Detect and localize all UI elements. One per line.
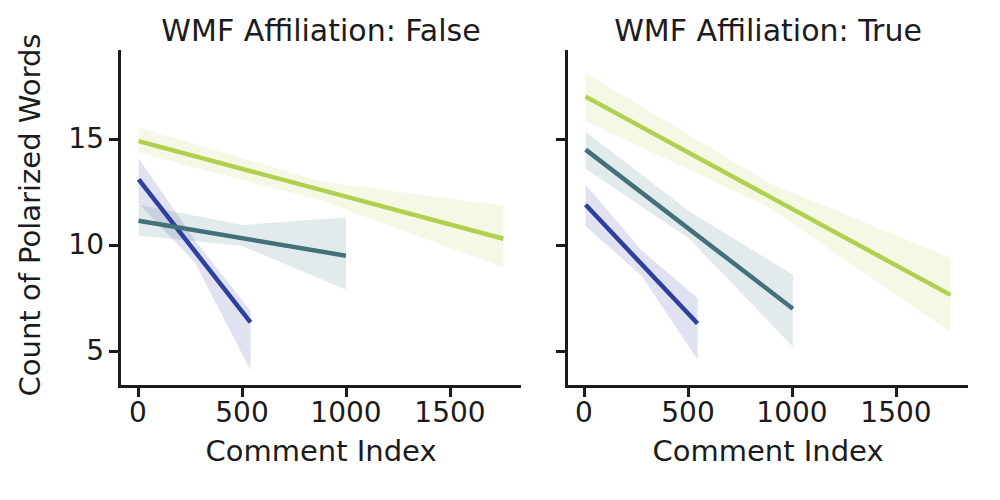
x-tick-label: 0	[524, 399, 644, 427]
x-tick-label: 1000	[286, 399, 406, 427]
x-tick-label: 1500	[836, 399, 956, 427]
y-tick-mark	[109, 138, 118, 141]
y-tick-mark	[556, 350, 565, 353]
y-tick-mark	[556, 244, 565, 247]
y-tick-mark	[109, 350, 118, 353]
y-tick-mark	[109, 244, 118, 247]
axes-true	[565, 50, 968, 388]
axes-false	[118, 50, 521, 388]
y-tick-label: 10	[24, 231, 104, 259]
y-tick-mark	[556, 138, 565, 141]
subplot-title-false: WMF Affiliation: False	[161, 13, 480, 48]
x-tick-label: 1500	[390, 399, 510, 427]
y-tick-label: 5	[24, 337, 104, 365]
x-axis-label-false: Comment Index	[205, 434, 436, 468]
subplot-title-true: WMF Affiliation: True	[614, 13, 922, 48]
plot-area-false	[121, 50, 521, 385]
x-tick-label: 0	[78, 399, 198, 427]
x-tick-label: 1000	[732, 399, 852, 427]
x-axis-label-true: Comment Index	[652, 434, 883, 468]
x-tick-label: 500	[628, 399, 748, 427]
y-tick-label: 15	[24, 125, 104, 153]
figure: Count of Polarized Words WMF Affiliation…	[0, 0, 1000, 500]
plot-area-true	[568, 50, 968, 385]
x-tick-label: 500	[182, 399, 302, 427]
ci-band-blue	[139, 158, 251, 370]
trend-line-blue	[139, 179, 251, 322]
